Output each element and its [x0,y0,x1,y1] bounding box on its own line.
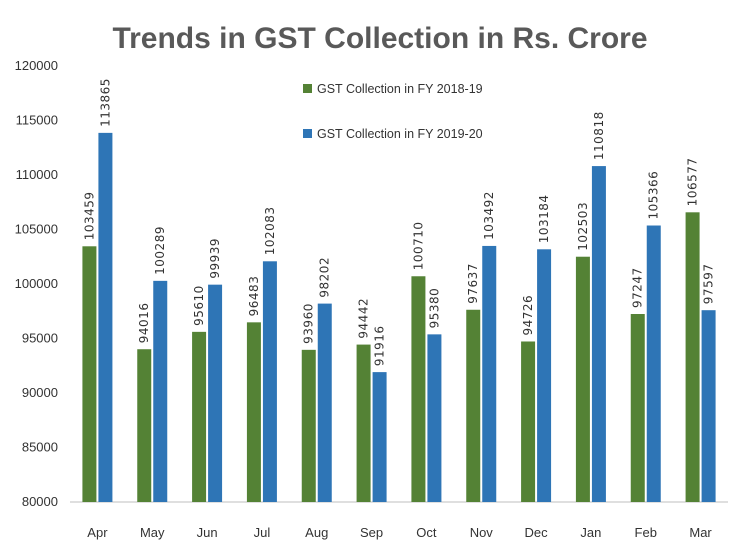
data-label-series-2: 103184 [537,194,551,243]
bar-series-2 [372,372,387,502]
axes: 80000 85000 90000 95000 100000 105000 110000 11… [15,58,728,540]
bar-series-1 [82,246,97,502]
data-label-series-2: 110818 [592,111,606,160]
x-tick-label: Jul [254,525,271,540]
legend: GST Collection in FY 2018-19 GST Collecti… [303,82,483,141]
data-label-series-1: 93960 [302,303,316,344]
data-label-series-2: 97597 [702,264,716,305]
bar-series-1 [137,349,152,502]
data-label-series-2: 91916 [373,325,387,366]
bar-series-2 [646,225,661,502]
legend-label-2: GST Collection in FY 2019-20 [317,127,483,141]
bar-series-1 [411,276,426,502]
x-tick-label: Mar [689,525,712,540]
data-label-series-2: 102083 [263,206,277,255]
data-label-series-1: 97247 [631,267,645,308]
x-tick-label: Jan [580,525,601,540]
legend-label-1: GST Collection in FY 2018-19 [317,82,483,96]
data-label-series-1: 106577 [686,157,700,206]
bars [82,132,716,502]
bar-series-2 [482,245,497,502]
data-label-series-1: 95610 [192,285,206,326]
bar-series-1 [630,314,645,502]
y-tick-label: 110000 [16,167,58,182]
bar-series-2 [153,280,168,502]
bar-series-1 [301,349,316,502]
bar-series-1 [521,341,536,502]
bar-series-1 [192,331,207,502]
y-tick-label: 100000 [15,276,58,291]
x-tick-label: Aug [305,525,328,540]
x-tick-label: Feb [635,525,657,540]
chart-title: Trends in GST Collection in Rs. Crore [112,22,647,55]
data-label-series-2: 103492 [482,191,496,240]
y-tick-label: 115000 [16,113,58,128]
bar-series-2 [98,132,113,502]
data-label-series-2: 99939 [208,238,222,279]
legend-swatch-2 [303,129,312,138]
data-label-series-2: 100289 [153,226,167,275]
y-tick-label: 120000 [15,58,58,73]
bar-series-2 [262,261,277,502]
bar-series-2 [317,303,332,502]
x-tick-label: May [140,525,165,540]
bar-series-2 [701,310,716,502]
y-tick-label: 80000 [22,494,58,509]
legend-swatch-1 [303,84,312,93]
y-tick-label: 85000 [22,440,58,455]
bar-series-1 [685,212,700,502]
data-label-series-1: 94726 [521,295,535,336]
data-label-series-1: 103459 [82,191,96,240]
bar-series-2 [427,334,442,502]
x-tick-label: Apr [87,525,108,540]
data-label-series-1: 97637 [466,263,480,304]
y-tick-label: 95000 [22,331,58,346]
bar-series-1 [356,344,371,502]
y-tick-label: 105000 [15,222,58,237]
x-tick-label: Jun [197,525,218,540]
bar-series-1 [575,256,590,502]
bar-series-2 [208,284,223,502]
y-tick-label: 90000 [22,385,58,400]
bar-series-2 [537,249,552,502]
data-label-series-1: 100710 [411,221,425,270]
data-label-series-2: 95380 [427,288,441,329]
data-label-series-1: 96483 [247,276,261,317]
x-tick-label: Oct [416,525,437,540]
bar-series-1 [466,309,481,502]
x-tick-label: Sep [360,525,383,540]
data-label-series-1: 102503 [576,202,590,251]
data-label-series-2: 98202 [318,257,332,298]
bar-series-1 [246,322,261,502]
data-label-series-1: 94442 [357,298,371,339]
bar-series-2 [591,166,606,502]
data-label-series-2: 113865 [98,78,112,127]
x-tick-label: Nov [470,525,494,540]
x-tick-label: Dec [525,525,549,540]
data-label-series-2: 105366 [647,171,661,220]
data-label-series-1: 94016 [137,303,151,344]
